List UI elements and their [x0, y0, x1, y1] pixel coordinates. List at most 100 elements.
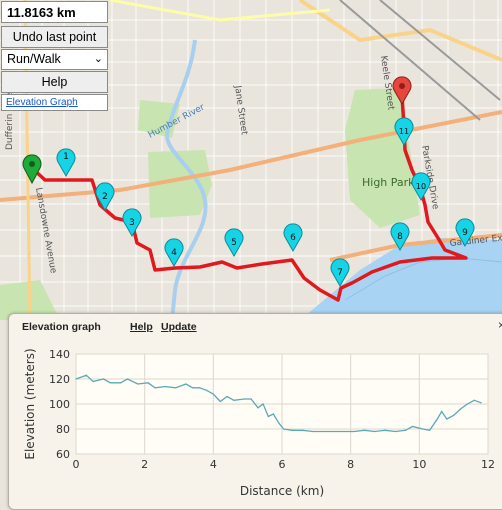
elevation-point — [422, 428, 424, 430]
chevron-down-icon: ⌄ — [93, 53, 103, 65]
elevation-point — [405, 429, 407, 431]
y-tick-label: 120 — [49, 373, 70, 386]
elevation-panel: Elevation graph Help Update × 60 80 100 120… — [8, 313, 502, 510]
elevation-point — [435, 419, 438, 421]
elevation-point — [199, 387, 201, 389]
elevation-help-link[interactable]: Help — [130, 321, 153, 333]
marker-2-label: 2 — [102, 192, 108, 202]
y-axis-ticks: 60 80 100 120 140 — [49, 348, 70, 461]
marker-2[interactable]: 2 — [95, 182, 115, 212]
chart-grid — [75, 353, 489, 455]
elevation-point — [257, 407, 259, 409]
marker-5[interactable]: 5 — [224, 228, 244, 258]
x-axis-label: Distance (km) — [240, 484, 324, 498]
elevation-point — [277, 422, 280, 424]
marker-10-label: 10 — [416, 182, 426, 191]
elevation-point — [109, 382, 111, 384]
undo-last-point-button[interactable]: Undo last point — [1, 26, 108, 48]
y-tick-label: 100 — [49, 398, 70, 411]
marker-1-label: 1 — [63, 152, 69, 162]
y-tick-label: 80 — [56, 423, 70, 436]
x-tick-label: 12 — [481, 458, 495, 471]
elevation-point — [302, 429, 304, 431]
elevation-point — [272, 413, 275, 415]
elevation-point — [394, 430, 396, 433]
elevation-point — [164, 385, 166, 388]
marker-6-label: 6 — [290, 233, 296, 243]
elevation-point — [322, 430, 324, 433]
marker-9-label: 9 — [462, 228, 468, 238]
elevation-point — [343, 430, 345, 433]
elevation-point — [353, 430, 355, 433]
elevation-point — [291, 429, 293, 431]
elevation-point — [102, 378, 105, 380]
x-tick-label: 2 — [141, 458, 148, 471]
marker-1[interactable]: 1 — [56, 148, 76, 178]
elevation-point — [205, 389, 208, 391]
end-marker[interactable] — [392, 76, 412, 106]
elevation-point — [174, 387, 177, 389]
elevation-point — [312, 430, 314, 433]
elevation-point — [219, 400, 221, 403]
elevation-point — [243, 398, 245, 400]
marker-8-label: 8 — [397, 232, 403, 242]
marker-6[interactable]: 6 — [283, 223, 303, 253]
elevation-point — [411, 425, 414, 428]
marker-10[interactable]: 10 — [411, 172, 431, 202]
elevation-point — [267, 415, 269, 418]
elevation-point — [120, 382, 122, 384]
activity-mode-select[interactable]: Run/Walk ⌄ — [1, 49, 108, 70]
marker-7[interactable]: 7 — [330, 258, 350, 288]
elevation-point — [126, 378, 129, 380]
elevation-point — [85, 374, 87, 376]
y-axis-label: Elevation (meters) — [23, 348, 37, 459]
elevation-point — [92, 380, 94, 383]
marker-3[interactable]: 3 — [122, 208, 142, 238]
elevation-point — [250, 398, 252, 400]
elevation-point — [384, 429, 386, 431]
x-tick-label: 0 — [73, 458, 80, 471]
activity-mode-value: Run/Walk — [7, 52, 61, 66]
marker-9[interactable]: 9 — [455, 218, 475, 248]
marker-5-label: 5 — [231, 238, 237, 248]
elevation-point — [233, 399, 235, 401]
x-tick-label: 4 — [210, 458, 217, 471]
elevation-point — [154, 387, 156, 389]
marker-3-label: 3 — [129, 218, 135, 228]
elevation-point — [192, 387, 194, 389]
y-tick-label: 60 — [56, 448, 70, 461]
elevation-point — [459, 408, 462, 410]
elevation-point — [446, 418, 448, 420]
marker-7-label: 7 — [337, 268, 343, 278]
elevation-chart: 60 80 100 120 140 0 2 4 6 8 10 12 Distance (km) El… — [23, 348, 495, 498]
elevation-panel-title: Elevation graph — [22, 321, 101, 333]
elevation-point — [429, 429, 431, 431]
elevation-point — [226, 395, 228, 398]
elevation-graph-link[interactable]: Elevation Graph — [1, 94, 108, 111]
marker-4[interactable]: 4 — [164, 238, 184, 268]
close-icon[interactable]: × — [498, 318, 502, 332]
elevation-update-link[interactable]: Update — [161, 321, 197, 333]
start-marker[interactable] — [22, 154, 42, 185]
marker-11[interactable]: 11 — [394, 117, 414, 147]
elevation-point — [480, 402, 482, 404]
map-label-dufferin: Dufferin Street — [5, 83, 15, 150]
x-tick-label: 8 — [347, 458, 354, 471]
y-tick-label: 140 — [49, 348, 70, 361]
elevation-point — [262, 403, 264, 405]
marker-8[interactable]: 8 — [390, 222, 410, 252]
elevation-point — [283, 428, 285, 430]
x-tick-label: 6 — [279, 458, 286, 471]
x-tick-label: 10 — [412, 458, 426, 471]
help-button[interactable]: Help — [1, 71, 108, 93]
map-label-high-park: High Park — [362, 176, 415, 189]
elevation-point — [374, 430, 376, 433]
elevation-point — [185, 383, 187, 385]
elevation-point — [212, 393, 214, 395]
elevation-point — [75, 378, 77, 380]
elevation-point — [137, 383, 139, 385]
elevation-point — [363, 429, 365, 431]
elevation-point — [332, 430, 335, 433]
elevation-point — [441, 410, 443, 413]
